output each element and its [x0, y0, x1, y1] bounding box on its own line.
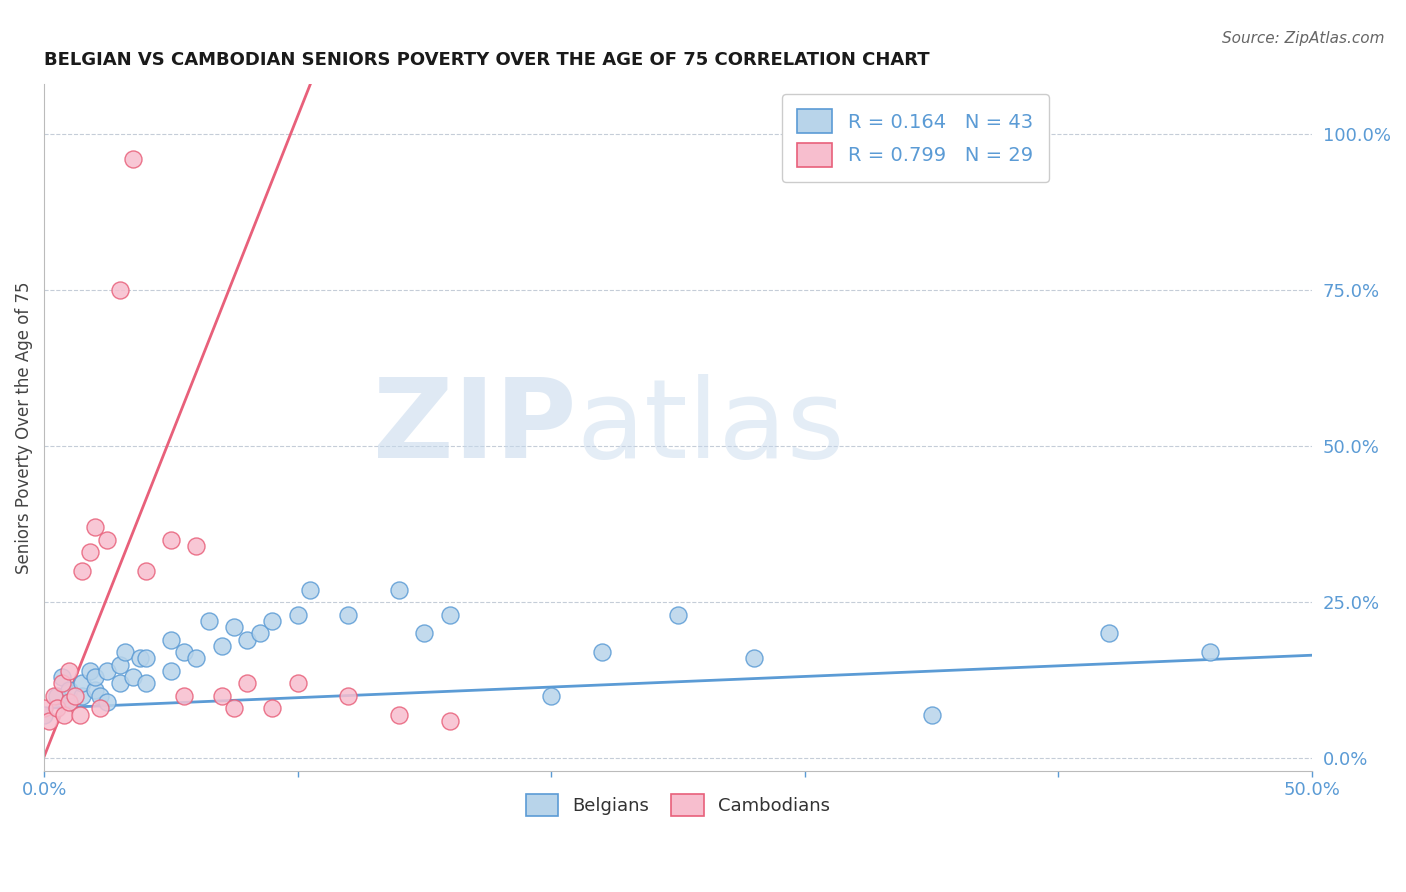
Point: [236, 676, 259, 690]
Point: [108, 657, 131, 672]
Text: ZIP: ZIP: [373, 374, 576, 481]
Point: [58, 664, 80, 678]
Point: [51, 670, 73, 684]
Point: [388, 707, 411, 722]
Point: [287, 607, 309, 622]
Point: [79, 664, 101, 678]
Point: [83, 670, 105, 684]
Point: [666, 607, 689, 622]
Point: [38, 714, 60, 728]
Point: [32, 707, 55, 722]
Point: [135, 651, 157, 665]
Point: [44, 689, 66, 703]
Point: [89, 701, 111, 715]
Point: [83, 682, 105, 697]
Point: [262, 701, 284, 715]
Point: [287, 676, 309, 690]
Point: [160, 632, 183, 647]
Point: [224, 701, 246, 715]
Point: [236, 632, 259, 647]
Point: [108, 283, 131, 297]
Point: [388, 582, 411, 597]
Point: [70, 689, 93, 703]
Point: [262, 614, 284, 628]
Point: [70, 564, 93, 578]
Point: [921, 707, 943, 722]
Point: [186, 539, 208, 553]
Point: [79, 545, 101, 559]
Point: [63, 689, 86, 703]
Point: [58, 695, 80, 709]
Point: [89, 689, 111, 703]
Point: [211, 639, 233, 653]
Point: [1098, 626, 1121, 640]
Point: [135, 676, 157, 690]
Point: [198, 614, 221, 628]
Point: [540, 689, 562, 703]
Point: [58, 695, 80, 709]
Point: [32, 701, 55, 715]
Legend: Belgians, Cambodians: Belgians, Cambodians: [519, 787, 838, 823]
Point: [439, 607, 461, 622]
Point: [83, 520, 105, 534]
Point: [108, 676, 131, 690]
Point: [129, 651, 152, 665]
Text: BELGIAN VS CAMBODIAN SENIORS POVERTY OVER THE AGE OF 75 CORRELATION CHART: BELGIAN VS CAMBODIAN SENIORS POVERTY OVE…: [44, 51, 929, 69]
Text: Source: ZipAtlas.com: Source: ZipAtlas.com: [1222, 31, 1385, 46]
Point: [249, 626, 271, 640]
Y-axis label: Seniors Poverty Over the Age of 75: Seniors Poverty Over the Age of 75: [15, 281, 32, 574]
Point: [96, 533, 118, 547]
Point: [173, 689, 195, 703]
Point: [45, 689, 67, 703]
Point: [96, 695, 118, 709]
Point: [299, 582, 322, 597]
Point: [135, 564, 157, 578]
Point: [173, 645, 195, 659]
Point: [58, 682, 80, 697]
Point: [186, 651, 208, 665]
Point: [439, 714, 461, 728]
Point: [45, 701, 67, 715]
Point: [51, 676, 73, 690]
Point: [121, 152, 143, 166]
Point: [211, 689, 233, 703]
Point: [69, 707, 91, 722]
Point: [337, 689, 360, 703]
Point: [53, 707, 76, 722]
Point: [114, 645, 136, 659]
Point: [742, 651, 765, 665]
Point: [70, 676, 93, 690]
Text: atlas: atlas: [576, 374, 845, 481]
Point: [591, 645, 613, 659]
Point: [160, 664, 183, 678]
Point: [224, 620, 246, 634]
Point: [121, 670, 143, 684]
Point: [160, 533, 183, 547]
Point: [1199, 645, 1222, 659]
Point: [337, 607, 360, 622]
Point: [413, 626, 436, 640]
Point: [96, 664, 118, 678]
